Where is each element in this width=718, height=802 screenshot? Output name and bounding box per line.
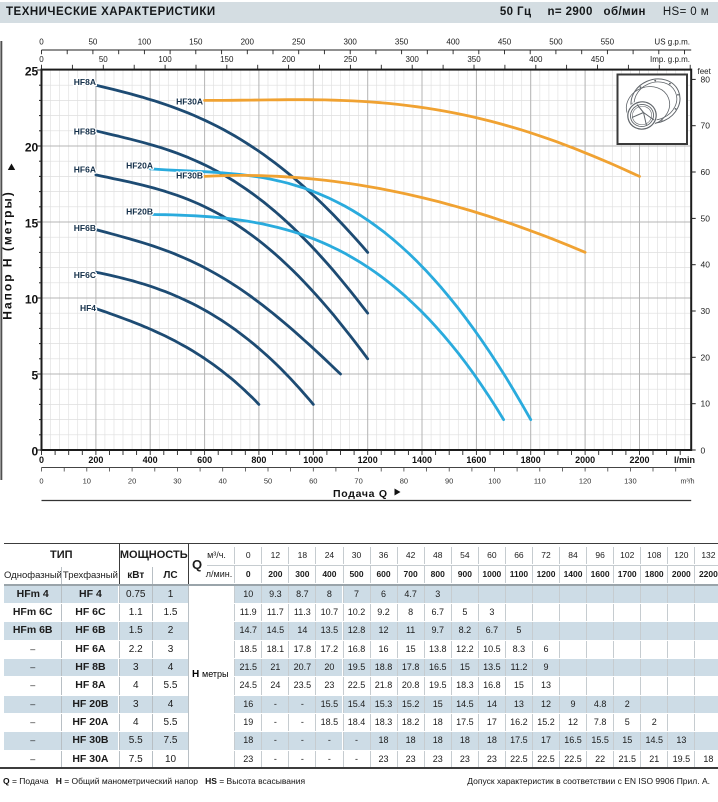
svg-text:2000: 2000 <box>575 455 595 465</box>
svg-text:HF4: HF4 <box>80 303 96 313</box>
svg-text:80: 80 <box>701 74 711 84</box>
svg-text:feet: feet <box>698 67 712 76</box>
svg-text:0: 0 <box>39 37 44 46</box>
svg-text:800: 800 <box>251 455 266 465</box>
svg-text:30: 30 <box>701 306 711 316</box>
svg-text:50: 50 <box>701 213 711 223</box>
svg-text:60: 60 <box>309 477 317 486</box>
svg-text:HF20B: HF20B <box>126 207 153 217</box>
svg-text:1200: 1200 <box>358 455 378 465</box>
svg-text:550: 550 <box>601 37 615 46</box>
svg-text:Подача Q: Подача Q <box>333 488 388 500</box>
svg-text:20: 20 <box>128 477 136 486</box>
svg-text:60: 60 <box>701 167 711 177</box>
svg-text:Imp. g.p.m.: Imp. g.p.m. <box>650 55 690 64</box>
svg-text:100: 100 <box>488 477 501 486</box>
svg-text:110: 110 <box>534 477 546 486</box>
svg-text:20: 20 <box>25 141 39 155</box>
svg-text:30: 30 <box>173 477 181 486</box>
svg-text:250: 250 <box>292 37 306 46</box>
svg-text:400: 400 <box>446 37 460 46</box>
svg-text:HF6B: HF6B <box>74 223 96 233</box>
svg-text:0: 0 <box>39 455 44 465</box>
svg-text:HF30A: HF30A <box>176 97 203 107</box>
svg-text:HF6C: HF6C <box>74 270 96 280</box>
svg-text:HF30B: HF30B <box>176 171 203 181</box>
svg-text:10: 10 <box>701 399 711 409</box>
svg-text:20: 20 <box>701 352 711 362</box>
svg-text:10: 10 <box>83 477 91 486</box>
svg-text:450: 450 <box>498 37 512 46</box>
svg-text:50: 50 <box>264 477 272 486</box>
svg-text:200: 200 <box>241 37 255 46</box>
svg-text:150: 150 <box>220 55 234 64</box>
svg-text:40: 40 <box>219 477 227 486</box>
svg-text:HF20A: HF20A <box>126 161 153 171</box>
svg-text:1400: 1400 <box>412 455 432 465</box>
svg-text:0: 0 <box>39 477 43 486</box>
svg-text:80: 80 <box>400 477 408 486</box>
svg-text:500: 500 <box>549 37 563 46</box>
svg-text:350: 350 <box>395 37 409 46</box>
svg-text:HF8B: HF8B <box>74 127 96 137</box>
svg-text:0: 0 <box>39 55 44 64</box>
svg-text:450: 450 <box>591 55 605 64</box>
svg-text:1600: 1600 <box>466 455 486 465</box>
svg-text:400: 400 <box>529 55 543 64</box>
svg-text:l/min: l/min <box>674 455 695 465</box>
svg-text:50: 50 <box>99 55 108 64</box>
svg-text:250: 250 <box>344 55 358 64</box>
svg-text:2200: 2200 <box>629 455 649 465</box>
svg-text:100: 100 <box>158 55 172 64</box>
svg-text:100: 100 <box>138 37 152 46</box>
svg-text:70: 70 <box>701 121 711 131</box>
svg-text:15: 15 <box>25 217 39 231</box>
svg-text:70: 70 <box>354 477 362 486</box>
svg-text:130: 130 <box>624 477 637 486</box>
svg-text:1800: 1800 <box>521 455 541 465</box>
svg-text:m³/h: m³/h <box>681 479 695 486</box>
svg-text:Напор H (метры): Напор H (метры) <box>1 190 15 319</box>
svg-text:5: 5 <box>32 369 39 383</box>
svg-text:US g.p.m.: US g.p.m. <box>654 37 690 46</box>
svg-text:HF6A: HF6A <box>74 165 96 175</box>
svg-text:200: 200 <box>282 55 296 64</box>
svg-text:200: 200 <box>88 455 103 465</box>
svg-text:HF8A: HF8A <box>74 77 96 87</box>
svg-text:10: 10 <box>25 293 39 307</box>
svg-text:40: 40 <box>701 260 711 270</box>
svg-text:300: 300 <box>406 55 420 64</box>
svg-text:0: 0 <box>32 445 39 459</box>
svg-text:600: 600 <box>197 455 212 465</box>
svg-text:300: 300 <box>344 37 358 46</box>
svg-text:90: 90 <box>445 477 453 486</box>
svg-text:120: 120 <box>579 477 592 486</box>
svg-text:0: 0 <box>701 446 706 456</box>
svg-text:150: 150 <box>189 37 203 46</box>
svg-text:400: 400 <box>143 455 158 465</box>
svg-text:1000: 1000 <box>303 455 323 465</box>
svg-text:50: 50 <box>88 37 97 46</box>
svg-text:25: 25 <box>25 65 39 79</box>
svg-text:350: 350 <box>467 55 481 64</box>
